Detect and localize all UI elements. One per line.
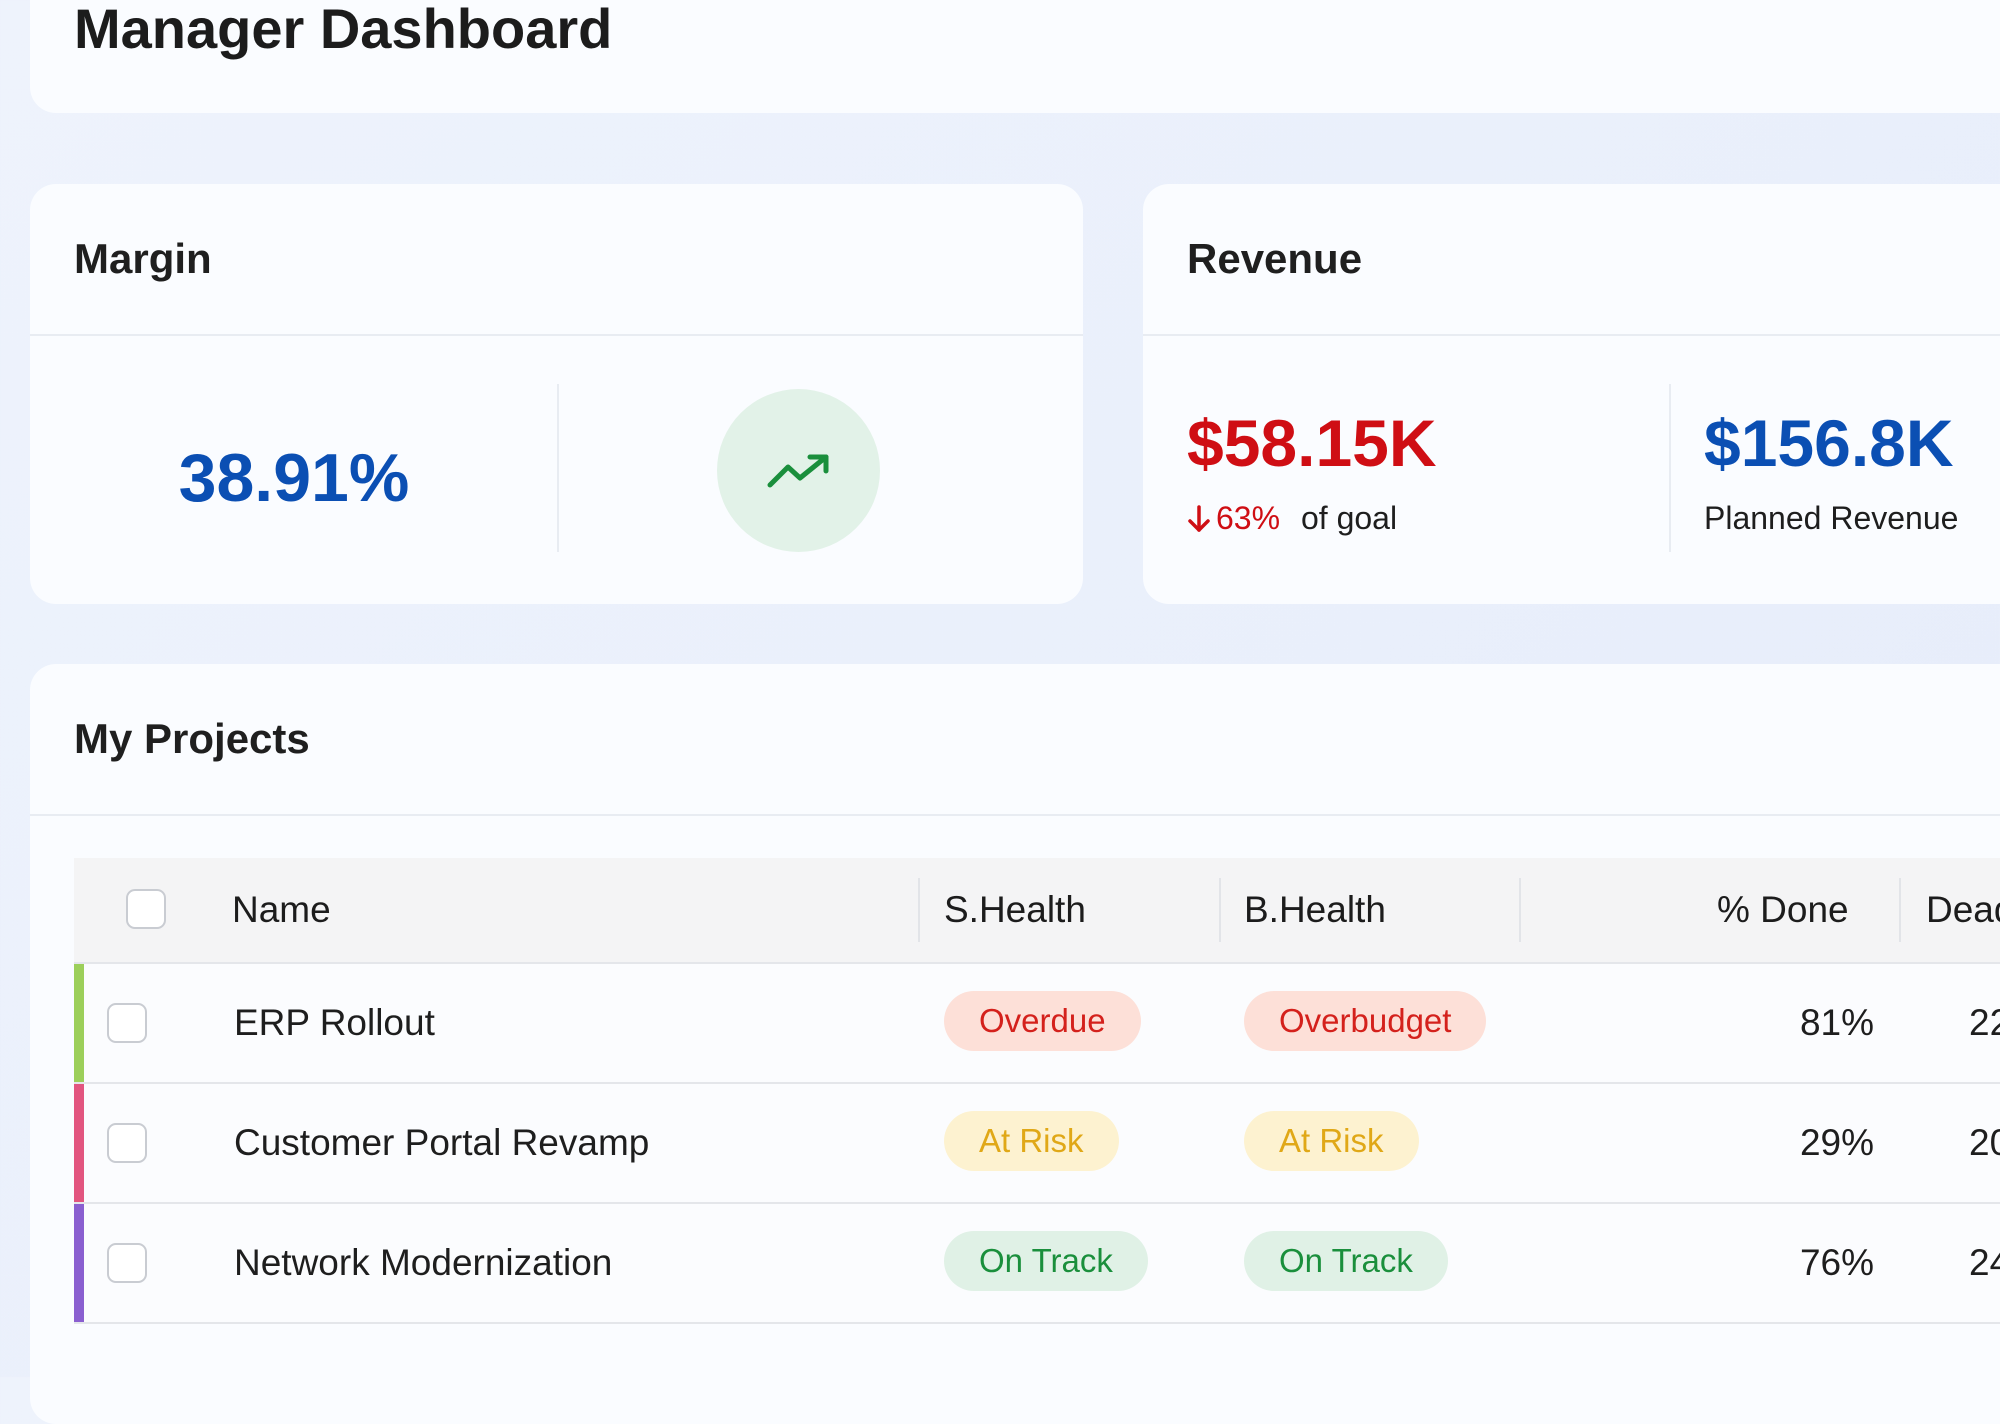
trend-badge [717,389,880,552]
projects-card: My Projects Name S.Health B.Health % Don… [30,664,2000,1424]
percent-done: 29% [1799,1122,1874,1163]
table-row[interactable]: Customer Portal Revamp At Risk At Risk 29% 2… [74,1084,2000,1204]
column-resize-handle[interactable] [1519,878,1521,942]
column-header-deadline[interactable]: Dead [1926,889,2000,930]
column-resize-handle[interactable] [1899,878,1901,942]
column-header-s-health[interactable]: S.Health [944,889,1086,930]
revenue-divider [1669,384,1671,552]
column-header-name[interactable]: Name [232,889,331,930]
schedule-health-badge: Overdue [944,991,1141,1051]
table-row[interactable]: ERP Rollout Overdue Overbudget 81% 22- [74,964,2000,1084]
revenue-card: Revenue $58.15K 63% of goal $156.8K Plan… [1143,184,2000,604]
page-title: Manager Dashboard [74,0,613,60]
margin-divider [557,384,559,552]
margin-value: 38.91% [178,440,410,516]
revenue-title: Revenue [1187,235,1363,282]
project-color-bar [74,964,84,1082]
margin-card-header: Margin [30,184,1083,336]
revenue-goal-label: of goal [1301,500,1398,536]
row-checkbox[interactable] [107,1123,147,1163]
projects-table: Name S.Health B.Health % Done Dead ERP R… [74,858,2000,1324]
revenue-actual-value: $58.15K [1187,406,1437,480]
project-color-bar [74,1204,84,1322]
projects-title: My Projects [74,715,310,762]
percent-done: 76% [1799,1242,1874,1283]
header-card: Manager Dashboard [30,0,2000,113]
budget-health-badge: On Track [1244,1231,1448,1291]
schedule-health-badge: At Risk [944,1111,1119,1171]
deadline-date: 20- [1969,1122,2000,1163]
revenue-goal-percent-value: 63% [1216,500,1281,536]
row-checkbox[interactable] [107,1243,147,1283]
budget-health-badge: At Risk [1244,1111,1419,1171]
deadline-date: 24- [1969,1242,2000,1283]
revenue-goal-percent: 63% [1186,500,1280,537]
revenue-card-header: Revenue [1143,184,2000,336]
schedule-health-badge: On Track [944,1231,1148,1291]
column-resize-handle[interactable] [918,878,920,942]
arrow-down-icon [1188,504,1210,532]
trending-up-icon [767,454,828,487]
projects-card-header: My Projects [30,664,2000,816]
margin-title: Margin [74,235,212,282]
project-name[interactable]: ERP Rollout [234,1002,435,1043]
column-header-percent-done[interactable]: % Done [1717,889,1849,930]
select-all-checkbox[interactable] [126,889,166,929]
row-checkbox[interactable] [107,1003,147,1043]
percent-done: 81% [1799,1002,1874,1043]
project-name[interactable]: Network Modernization [234,1242,613,1283]
column-resize-handle[interactable] [1219,878,1221,942]
planned-revenue-value: $156.8K [1704,406,1954,480]
project-color-bar [74,1084,84,1202]
planned-revenue-label: Planned Revenue [1704,500,1959,536]
budget-health-badge: Overbudget [1244,991,1487,1051]
column-header-b-health[interactable]: B.Health [1244,889,1386,930]
table-header: Name S.Health B.Health % Done Dead [74,858,2000,964]
margin-card: Margin 38.91% [30,184,1083,604]
table-row[interactable]: Network Modernization On Track On Track 76%… [74,1204,2000,1324]
deadline-date: 22- [1969,1002,2000,1043]
project-name[interactable]: Customer Portal Revamp [234,1122,650,1163]
